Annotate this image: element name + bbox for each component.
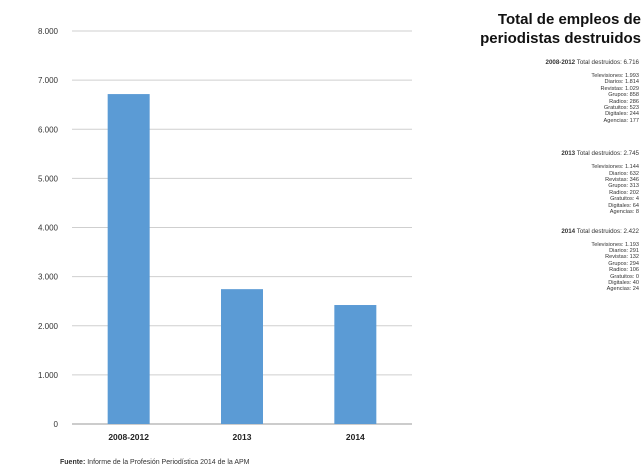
list-item: Grupos: 313 — [608, 183, 639, 190]
source-text: Informe de la Profesión Periodística 201… — [87, 459, 250, 466]
period-total: Total destruidos: 6.716 — [576, 59, 639, 66]
list-item: Agencias: 177 — [603, 117, 639, 124]
list-item: Radios: 286 — [609, 98, 639, 105]
bar — [221, 289, 263, 424]
y-tick-label: 0 — [54, 420, 59, 429]
list-item: Diarios: 291 — [609, 247, 639, 254]
period-label: 2013 — [561, 150, 576, 158]
panel-title-line-1: Total de empleos de — [497, 11, 641, 28]
list-item: Revistas: 1.029 — [600, 85, 639, 92]
y-tick-label: 3.000 — [38, 273, 59, 282]
list-item: Gratuitos: 0 — [610, 273, 639, 280]
y-tick-label: 7.000 — [38, 76, 59, 85]
panel-title: Total de empleos de periodistas destruid… — [430, 10, 643, 48]
x-tick-label: 2008-2012 — [108, 432, 149, 442]
list-item: Agencias: 8 — [609, 209, 639, 216]
list-item: Gratuitos: 4 — [610, 196, 639, 203]
period-total: Total destruidos: 2.745 — [576, 150, 639, 158]
source-note: Fuente: Informe de la Profesión Periodís… — [60, 459, 250, 466]
list-item: Digitales: 244 — [605, 111, 639, 118]
list-item: Radios: 202 — [609, 189, 639, 196]
list-item: Digitales: 40 — [608, 279, 639, 286]
list-item: Televisiones: 1.993 — [591, 73, 639, 79]
y-tick-label: 1.000 — [38, 371, 59, 380]
period-block-2013: 2013 Total destruidos: 2.745 Televisione… — [430, 150, 643, 215]
list-item: Revistas: 132 — [605, 254, 639, 261]
list-item: Grupos: 858 — [608, 92, 639, 99]
y-tick-label: 4.000 — [38, 224, 59, 233]
bar-chart: 0 1.000 2.000 3.000 4.000 5.000 6.000 7.000 8.00… — [38, 27, 412, 442]
y-tick-label: 6.000 — [38, 125, 59, 134]
period-label: 2008-2012 — [545, 59, 576, 66]
bar — [107, 94, 150, 424]
bar — [334, 305, 377, 424]
x-tick-label: 2013 — [233, 432, 252, 442]
period-summary: 2008-2012 Total destruidos: 6.716 — [430, 59, 639, 66]
list-item: Televisiones: 1.193 — [591, 241, 639, 248]
list-item: Agencias: 24 — [606, 286, 639, 293]
y-tick-label: 8.000 — [38, 27, 59, 36]
list-item: Radios: 106 — [609, 267, 639, 274]
list-item: Televisiones: 1.144 — [591, 164, 639, 171]
list-item: Diarios: 632 — [609, 170, 639, 177]
period-block-2014: 2014 Total destruidos: 2.422 Televisione… — [430, 228, 643, 293]
y-tick-label: 5.000 — [38, 174, 59, 183]
list-item: Gratuitos: 523 — [603, 105, 639, 112]
summary-panel: Total de empleos de periodistas destruid… — [430, 10, 643, 293]
list-item: Diarios: 1.814 — [604, 79, 639, 86]
list-item: Digitales: 64 — [608, 202, 639, 209]
period-summary: 2014 Total destruidos: 2.422 — [430, 228, 639, 235]
y-tick-label: 2.000 — [38, 322, 59, 331]
source-label: Fuente: — [60, 459, 86, 466]
period-label: 2014 — [561, 227, 576, 235]
period-total: Total destruidos: 2.422 — [576, 227, 639, 235]
x-tick-label: 2014 — [346, 432, 365, 442]
period-block-2008-2012: 2008-2012 Total destruidos: 6.716 Televi… — [430, 59, 643, 124]
list-item: Revistas: 346 — [605, 177, 639, 184]
panel-title-line-2: periodistas destruidos — [480, 30, 641, 47]
list-item: Grupos: 294 — [608, 260, 639, 267]
period-summary: 2013 Total destruidos: 2.745 — [430, 150, 639, 157]
